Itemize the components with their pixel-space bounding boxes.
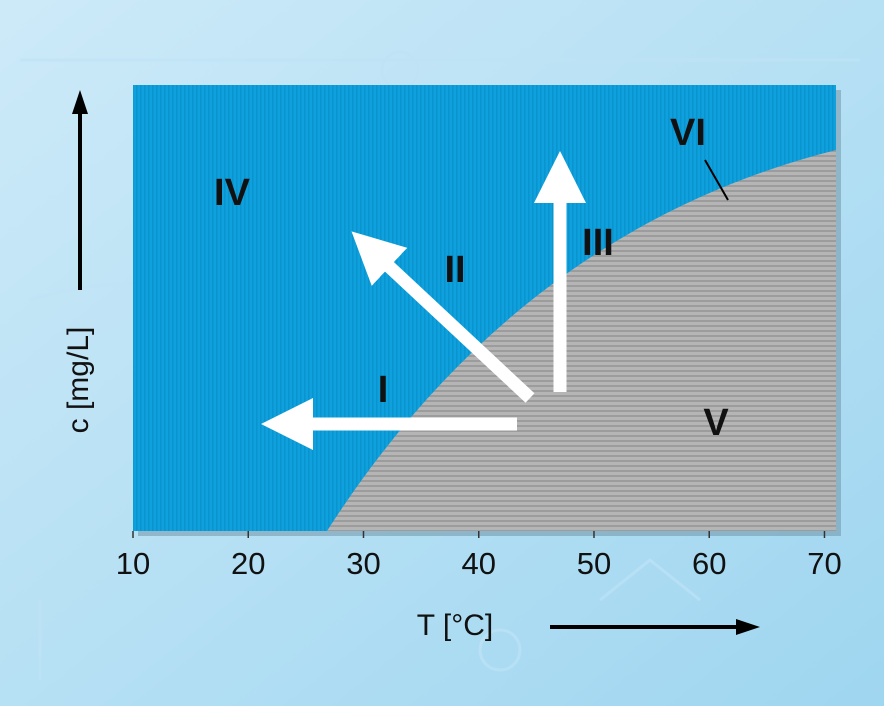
x-tick-label: 70 — [807, 546, 841, 581]
y-axis-label: c [mg/L] — [62, 327, 95, 434]
region-label: IV — [214, 172, 251, 214]
x-tick-label: 30 — [346, 546, 380, 581]
x-tick-label: 20 — [231, 546, 265, 581]
diagram: IV II III I V VI c [mg/L] T [°C] 10 20 30 4… — [0, 0, 884, 706]
region-label: II — [444, 249, 465, 291]
x-tick-label: 60 — [692, 546, 726, 581]
x-tick-label: 50 — [577, 546, 611, 581]
region-label: VI — [670, 112, 706, 154]
region-label: V — [703, 402, 729, 444]
region-label: III — [582, 222, 614, 264]
x-axis-label: T [°C] — [417, 609, 493, 642]
x-tick-label: 40 — [461, 546, 495, 581]
region-label: I — [378, 369, 389, 411]
x-tick-label: 10 — [116, 546, 150, 581]
